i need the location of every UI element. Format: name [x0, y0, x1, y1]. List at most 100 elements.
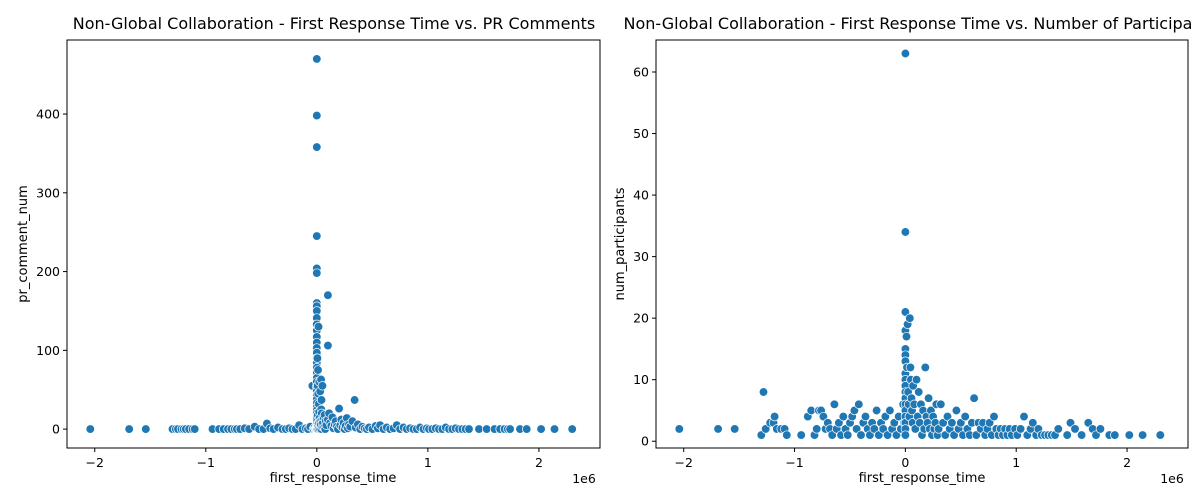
scatter-point: [1095, 424, 1106, 434]
scatter-point: [1053, 424, 1063, 434]
scatter-point: [1015, 424, 1026, 434]
scatter-point: [860, 411, 871, 422]
scatter-point: [567, 424, 577, 434]
scatter-point: [349, 395, 360, 405]
scatter-point: [1155, 430, 1165, 440]
scatter-point: [812, 424, 822, 434]
scatter-point: [334, 403, 344, 414]
scatter-point: [312, 110, 322, 121]
scatter-point: [505, 424, 515, 434]
x-axis-label: first_response_time: [859, 471, 986, 486]
scatter-point: [900, 430, 911, 440]
scatter-point: [901, 331, 912, 342]
scatter-point: [313, 365, 323, 375]
scatter-point: [900, 227, 911, 237]
x-tick-label: −1: [197, 455, 215, 470]
scatter-point: [536, 424, 546, 434]
scatter-point: [316, 395, 327, 405]
scatter-point: [900, 48, 911, 59]
scatter-point: [85, 424, 95, 434]
y-tick-label: 60: [633, 65, 649, 80]
y-axis-ticks: 0 100 200 300 400: [36, 107, 67, 437]
x-tick-label: −2: [674, 455, 692, 470]
scatter-point: [829, 399, 840, 409]
chart-panel-pr-comments: Non-Global Collaboration - First Respons…: [16, 14, 601, 486]
x-offset-label: 1e6: [572, 471, 596, 486]
scatter-point: [1076, 430, 1087, 440]
scatter-point: [312, 353, 323, 363]
scatter-point: [871, 405, 882, 416]
y-tick-label: 20: [633, 311, 649, 326]
scatter-point: [782, 430, 792, 440]
x-tick-label: 1: [1012, 455, 1020, 470]
scatter-point: [923, 393, 934, 403]
y-axis-label: num_participants: [613, 187, 628, 300]
x-axis-ticks: −2 −1 0 1 2: [674, 448, 1131, 470]
plot-area: [674, 48, 1165, 440]
y-tick-label: 200: [36, 264, 60, 279]
scatter-point: [1110, 430, 1120, 440]
y-tick-label: 0: [52, 422, 60, 437]
y-tick-label: 10: [633, 372, 649, 387]
scatter-point: [464, 424, 474, 434]
scatter-point: [1137, 430, 1148, 440]
y-tick-label: 0: [641, 434, 649, 449]
scatter-point: [312, 54, 322, 64]
x-tick-label: 2: [1123, 455, 1131, 470]
y-tick-label: 30: [633, 249, 649, 264]
y-axis-label: pr_comment_num: [16, 185, 31, 303]
scatter-point: [312, 268, 322, 278]
scatter-point: [843, 430, 853, 440]
x-tick-label: 0: [313, 455, 321, 470]
scatter-point: [905, 362, 916, 373]
chart-title: Non-Global Collaboration - First Respons…: [624, 14, 1193, 33]
scatter-point: [914, 387, 924, 397]
scatter-point: [856, 430, 866, 440]
scatter-point: [936, 399, 946, 409]
y-tick-label: 300: [36, 185, 60, 200]
x-tick-label: 1: [424, 455, 432, 470]
axes-frame: [655, 39, 1189, 449]
scatter-point: [312, 231, 322, 241]
x-offset-label: 1e6: [1160, 471, 1184, 486]
scatter-point: [323, 340, 333, 351]
y-axis-ticks: 0 10 20 30 40 50 60: [633, 65, 656, 449]
scatter-point: [796, 430, 806, 440]
scatter-point: [969, 393, 979, 403]
scatter-point: [549, 424, 560, 434]
x-axis-label: first_response_time: [270, 471, 397, 486]
chart-panel-num-participants: Non-Global Collaboration - First Respons…: [613, 14, 1192, 486]
scatter-point: [313, 322, 324, 332]
x-tick-label: −2: [86, 455, 104, 470]
x-axis-ticks: −2 −1 0 1 2: [86, 448, 543, 470]
axes-frame: [66, 39, 601, 449]
scatter-point: [323, 290, 333, 300]
y-tick-label: 100: [36, 343, 60, 358]
scatter-point: [854, 399, 864, 409]
chart-title: Non-Global Collaboration - First Respons…: [73, 14, 595, 33]
scatter-point: [730, 424, 740, 434]
scatter-point: [905, 313, 915, 323]
scatter-point: [947, 418, 957, 428]
scatter-point: [1062, 430, 1072, 440]
scatter-point: [920, 362, 930, 373]
scatter-point: [885, 405, 895, 416]
scatter-point: [317, 381, 328, 391]
scatter-point: [1019, 411, 1029, 422]
scatter-point: [758, 387, 769, 397]
plot-area: [85, 54, 577, 434]
x-tick-label: 0: [901, 455, 909, 470]
y-tick-label: 50: [633, 126, 649, 141]
scatter-point: [190, 424, 200, 434]
scatter-point: [713, 424, 723, 434]
scatter-point: [124, 424, 134, 434]
scatter-point: [312, 142, 322, 152]
scatter-point: [989, 411, 999, 422]
scatter-point: [806, 405, 816, 416]
scatter-point: [960, 411, 970, 422]
scatter-point: [674, 424, 684, 434]
scatter-point: [522, 424, 532, 434]
scatter-point: [141, 424, 151, 434]
scatter-point: [1070, 424, 1080, 434]
